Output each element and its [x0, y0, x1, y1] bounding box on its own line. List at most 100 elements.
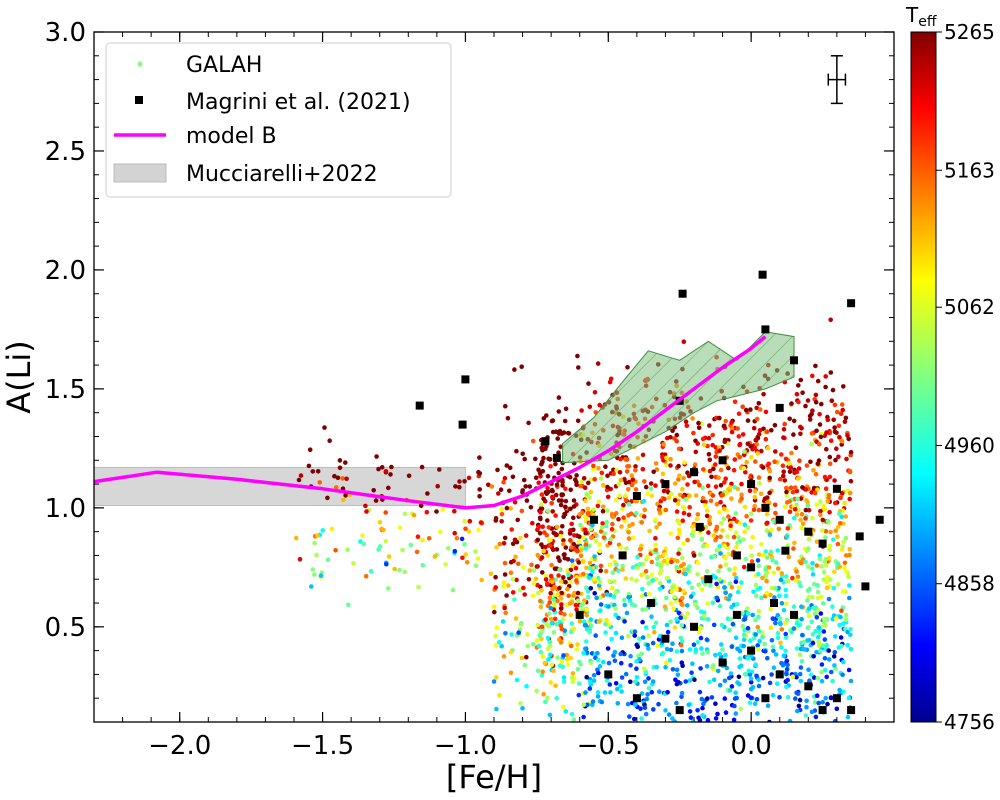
galah-point	[773, 620, 778, 626]
galah-point	[832, 402, 838, 408]
galah-point	[322, 425, 327, 430]
galah-point	[312, 540, 317, 546]
galah-point	[752, 494, 758, 500]
galah-point	[749, 653, 754, 659]
galah-point	[848, 627, 853, 632]
galah-point	[764, 521, 769, 526]
galah-point	[566, 593, 571, 599]
magrini-point	[541, 437, 550, 446]
galah-point	[569, 675, 575, 681]
galah-point	[721, 506, 727, 512]
galah-point	[637, 636, 642, 642]
galah-point	[757, 407, 763, 412]
galah-point	[672, 625, 678, 630]
galah-point	[751, 589, 756, 595]
galah-point	[639, 716, 644, 721]
galah-point	[558, 610, 563, 615]
galah-point	[426, 536, 432, 541]
galah-point	[718, 564, 723, 569]
galah-point	[733, 711, 739, 716]
galah-point	[742, 522, 748, 527]
galah-point	[505, 415, 511, 421]
magrini-point	[847, 299, 856, 308]
galah-point	[697, 717, 703, 722]
galah-point	[738, 520, 743, 526]
galah-point	[561, 679, 567, 684]
galah-point	[761, 552, 767, 558]
galah-point	[674, 616, 679, 622]
galah-point	[612, 649, 618, 655]
galah-point	[612, 602, 617, 608]
galah-point	[581, 476, 587, 481]
galah-point	[830, 678, 835, 684]
galah-point	[827, 474, 833, 480]
galah-point	[586, 381, 591, 386]
galah-point	[732, 566, 738, 571]
galah-point	[635, 456, 641, 461]
galah-point	[722, 480, 727, 485]
galah-point	[568, 643, 574, 649]
galah-point	[649, 689, 655, 695]
galah-point	[477, 487, 483, 492]
galah-point	[606, 622, 612, 627]
galah-point	[847, 546, 852, 552]
galah-point	[776, 526, 782, 532]
galah-point	[803, 487, 809, 492]
galah-point	[779, 601, 785, 606]
galah-point	[729, 420, 734, 425]
galah-point	[756, 647, 761, 652]
galah-point	[519, 620, 524, 626]
galah-point	[586, 594, 591, 600]
galah-point	[799, 659, 805, 664]
galah-point	[589, 651, 595, 656]
galah-point	[597, 663, 603, 669]
galah-point	[644, 696, 650, 702]
galah-point	[650, 577, 656, 583]
galah-point	[520, 706, 525, 711]
galah-point	[547, 611, 552, 616]
galah-point	[723, 652, 728, 658]
galah-point	[700, 496, 706, 501]
galah-point	[543, 699, 548, 705]
galah-point	[811, 468, 816, 473]
galah-point	[787, 509, 793, 515]
galah-point	[784, 489, 789, 495]
galah-point	[501, 580, 507, 585]
galah-point	[510, 474, 516, 480]
galah-point	[599, 699, 605, 705]
galah-point	[784, 601, 789, 607]
galah-point	[685, 611, 690, 616]
galah-point	[713, 652, 718, 658]
galah-point	[597, 548, 603, 554]
galah-point	[649, 493, 655, 499]
galah-point	[756, 571, 761, 577]
galah-point	[784, 666, 790, 672]
galah-point	[846, 574, 851, 579]
galah-point	[739, 496, 744, 501]
galah-point	[314, 552, 319, 558]
galah-point	[545, 518, 550, 523]
magrini-point	[770, 599, 778, 607]
galah-point	[493, 642, 499, 648]
colorbar-tick-label: 4858	[944, 572, 995, 596]
galah-point	[756, 683, 762, 689]
galah-point	[681, 510, 687, 516]
y-axis-label: A(Li)	[0, 340, 38, 414]
galah-point	[360, 533, 365, 538]
magrini-point	[747, 480, 756, 489]
magrini-point	[461, 375, 470, 384]
galah-point	[717, 577, 723, 582]
galah-point	[588, 617, 594, 622]
galah-point	[591, 463, 596, 469]
galah-point	[692, 462, 698, 467]
galah-point	[542, 530, 547, 535]
galah-point	[583, 646, 588, 652]
galah-point	[696, 630, 702, 635]
galah-point	[541, 455, 546, 461]
galah-point	[827, 547, 832, 552]
galah-point	[719, 642, 724, 647]
galah-point	[675, 672, 681, 678]
galah-point	[611, 471, 616, 477]
galah-point	[745, 606, 750, 611]
galah-point	[801, 639, 807, 645]
